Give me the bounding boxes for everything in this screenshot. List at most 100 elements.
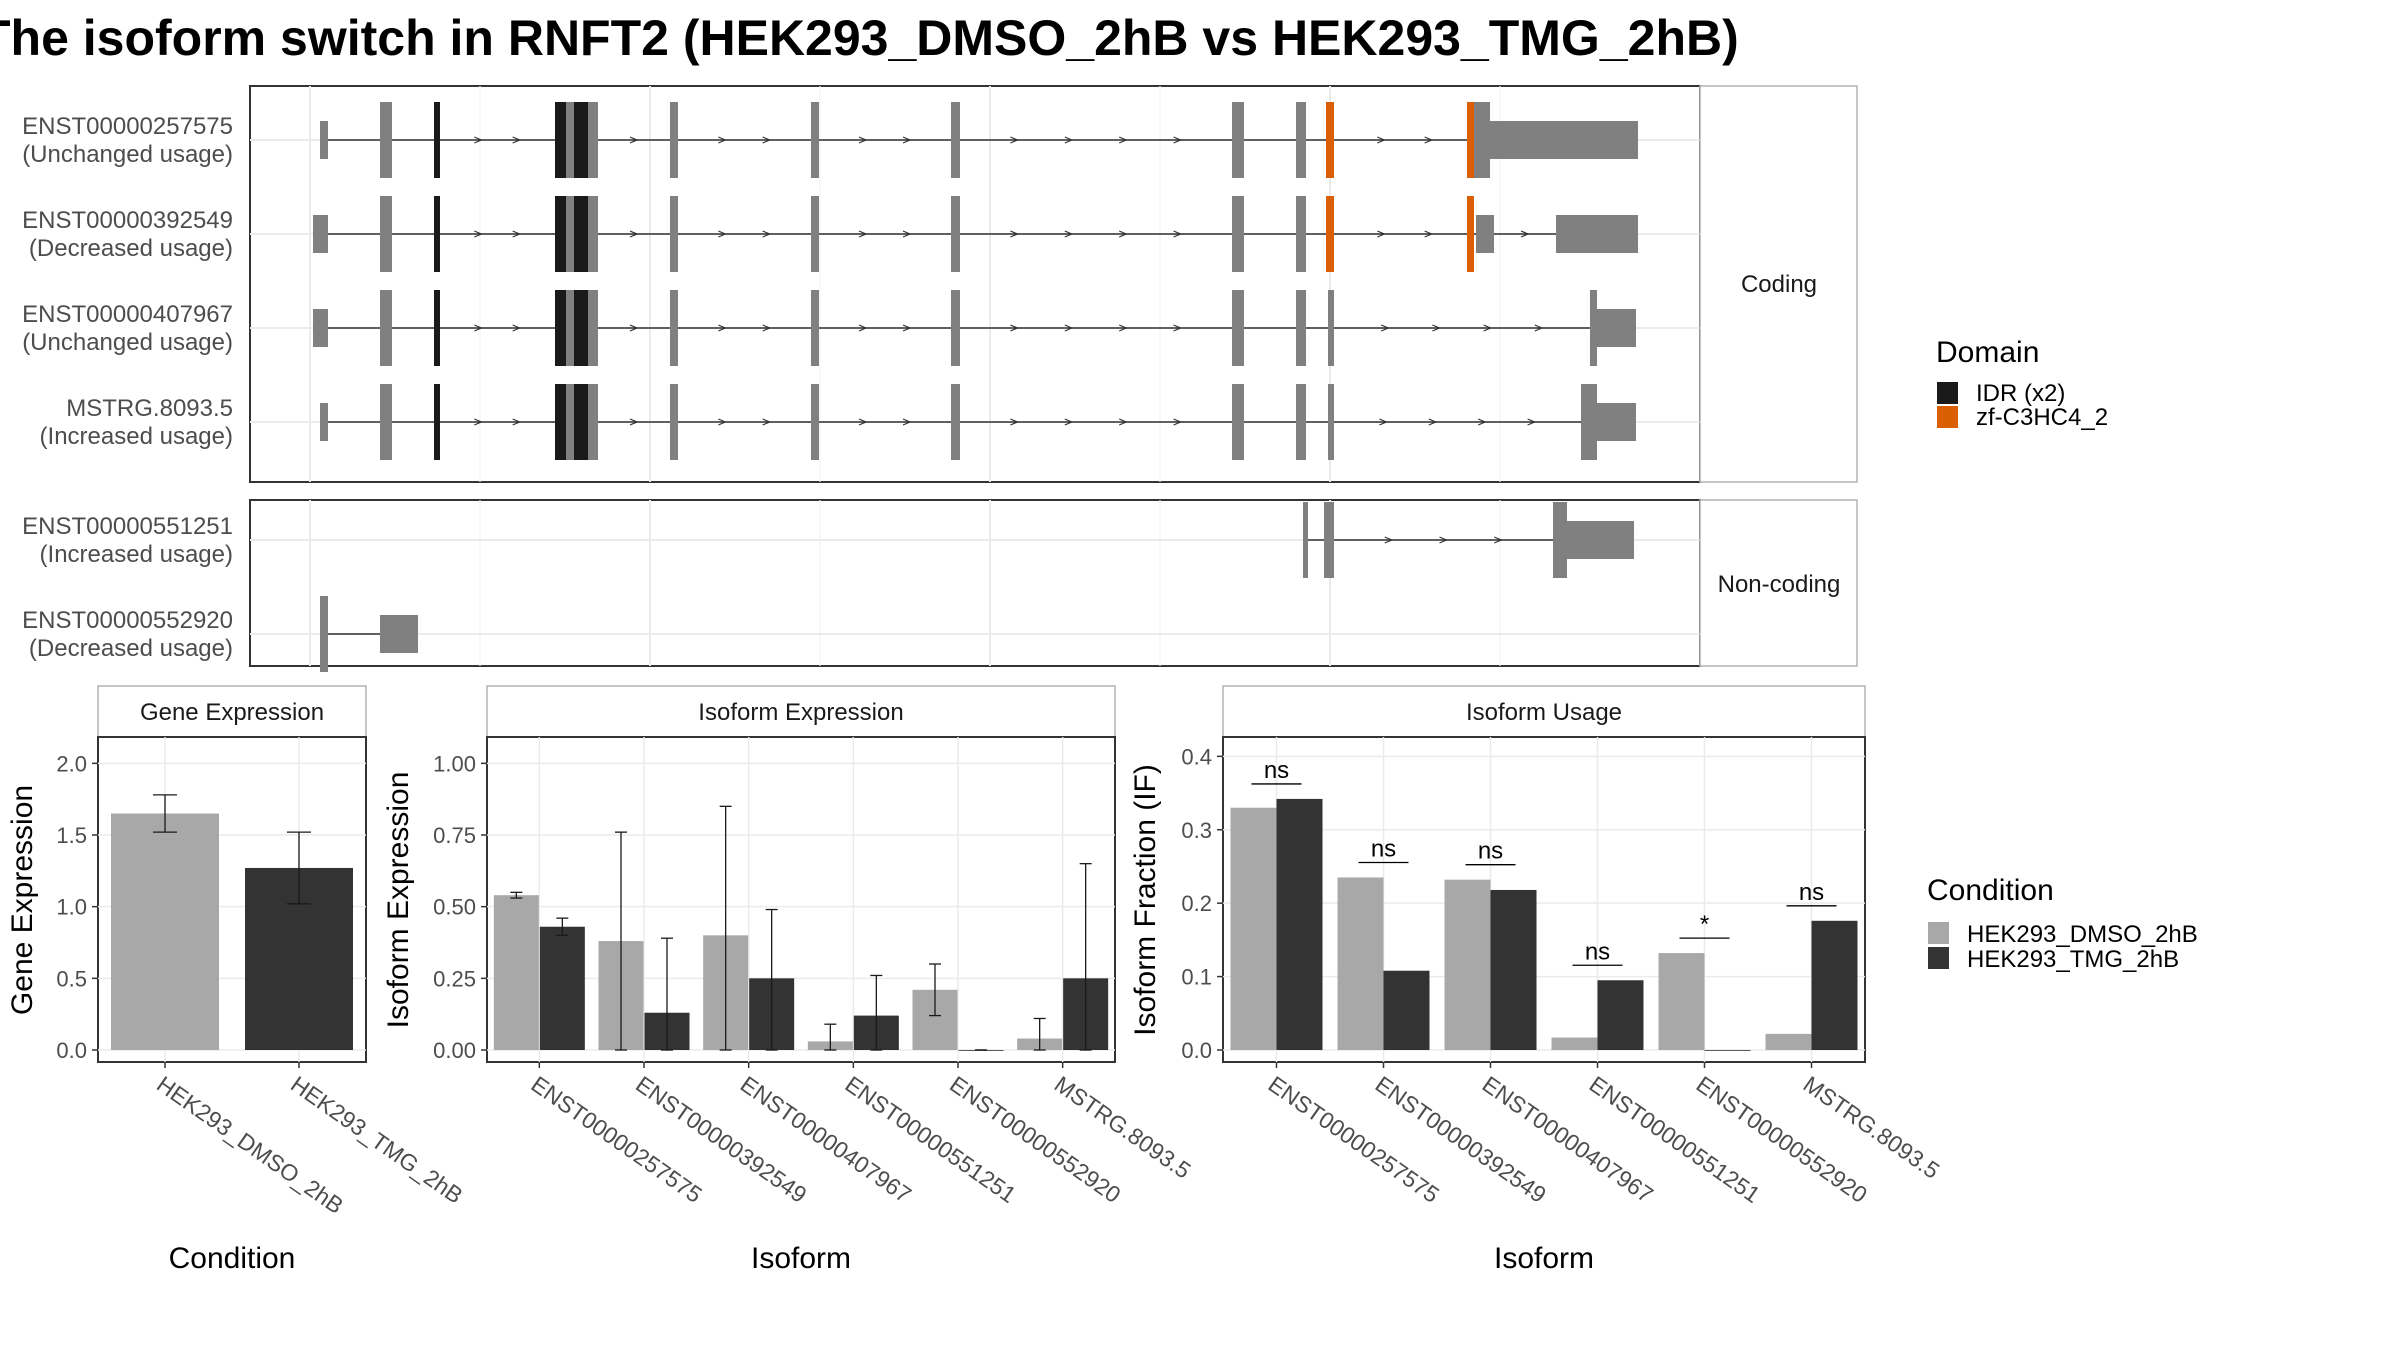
exon [951,384,960,460]
bar [493,895,539,1050]
strand-arrow [512,230,522,238]
strip-label-noncoding: Non-coding [1718,571,1841,598]
exon [951,196,960,272]
figure-title: The isoform switch in RNFT2 (HEK293_DMSO… [0,10,1739,66]
transcript-labels: ENST00000257575(Unchanged usage)ENST0000… [22,113,233,662]
bar [1811,920,1858,1050]
exon [1232,196,1244,272]
condition-legend: Condition HEK293_DMSO_2hB HEK293_TMG_2hB [1927,874,2198,973]
strand-arrow [1483,324,1493,332]
exon [1232,290,1244,366]
transcript-usage: (Increased usage) [40,423,233,450]
exon [1597,309,1636,347]
exon [555,196,566,272]
plot-border [486,736,1116,1063]
strand-arrow [718,418,727,426]
y-tick-label: 1.5 [56,823,87,848]
strand-arrow [474,136,483,144]
exon [1303,502,1308,578]
exon [1328,384,1334,460]
exon [380,196,392,272]
y-tick-label: 2.0 [56,751,87,776]
exon [1296,384,1306,460]
y-tick-label: 0.00 [433,1038,476,1063]
exon [670,290,678,366]
strand-arrow [1432,324,1441,332]
exon [574,102,588,178]
strand-arrow [858,324,868,332]
strip-box [1699,85,1858,483]
strand-arrow [474,230,483,238]
significance-label: ns [1799,879,1824,906]
chart-strip [486,685,1116,738]
condition-legend-title: Condition [1927,874,2054,907]
exon [434,102,440,178]
strand-arrow [1494,536,1503,544]
strand-arrow [762,230,772,238]
exon [574,384,588,460]
x-tick-label: ENST00000407967 [736,1071,916,1208]
transcript-id: ENST00000392549 [22,207,233,234]
strand-arrow [629,324,639,332]
legend-label-tmg: HEK293_TMG_2hB [1967,946,2179,973]
transcript-usage: (Unchanged usage) [22,329,233,356]
strand-arrow [1173,324,1183,332]
strand-arrow [1424,230,1434,238]
exon [434,384,440,460]
bar [1337,877,1384,1050]
legend-label-dmso: HEK293_DMSO_2hB [1967,921,2198,948]
strand-arrow [762,324,772,332]
strand-arrow [512,418,522,426]
exon [313,215,328,253]
exon [380,384,392,460]
strand-arrow [902,136,912,144]
transcript-usage: (Decreased usage) [29,235,233,262]
strip-box [1699,499,1858,667]
transcript-id: ENST00000407967 [22,301,233,328]
strand-arrow [1477,418,1487,426]
exon [951,102,960,178]
x-tick-label: ENST00000552920 [1692,1071,1872,1208]
chart-strip [97,685,367,738]
exon [670,196,678,272]
strand-arrow [1118,324,1128,332]
strand-arrow [629,136,639,144]
strand-arrow [1064,136,1074,144]
exon [811,384,819,460]
strand-arrow [1010,418,1019,426]
exon [434,290,440,366]
y-axis-title: Isoform Expression [382,772,415,1029]
bar [539,926,585,1050]
y-tick-label: 0.75 [433,823,476,848]
exon [380,615,418,653]
x-axis-title: Isoform [1494,1242,1594,1275]
exon [1326,102,1334,178]
y-tick-label: 0.4 [1181,744,1212,769]
y-tick-label: 0.1 [1181,965,1212,990]
strand-arrow [1173,418,1183,426]
exon [811,196,819,272]
exon [1296,196,1306,272]
bar [1765,1033,1812,1050]
exon [1581,384,1597,460]
exon [951,290,960,366]
chart-strip [1222,685,1866,738]
exon [380,102,392,178]
bar [1597,980,1644,1050]
transcript-usage: (Increased usage) [40,541,233,568]
significance-label: ns [1264,757,1289,784]
strand-arrow [629,418,639,426]
transcript-usage: (Unchanged usage) [22,141,233,168]
chart-title: Isoform Usage [1466,699,1622,726]
exon [574,196,588,272]
strand-arrow [474,324,483,332]
exon [574,290,588,366]
exon [1476,215,1494,253]
chart-title: Gene Expression [140,699,324,726]
x-tick-label: ENST00000392549 [1371,1071,1551,1208]
chart-title: Isoform Expression [698,699,903,726]
strand-arrow [1010,136,1019,144]
y-tick-label: 0.3 [1181,818,1212,843]
exon [811,290,819,366]
exon [1296,102,1306,178]
